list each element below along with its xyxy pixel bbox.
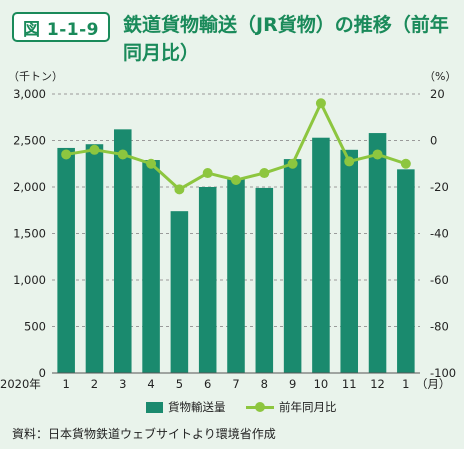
x-tick-label: 11 — [342, 377, 357, 391]
y-right-unit-label: （%） — [424, 70, 456, 83]
source-note: 資料：日本貨物鉄道ウェブサイトより環境省作成 — [12, 427, 276, 441]
x-tick-label: 10 — [314, 377, 329, 391]
x-tick-label: 3 — [119, 377, 126, 391]
y-right-tick-label: -20 — [430, 180, 449, 194]
line-point — [344, 156, 355, 167]
x-tick-label: 2 — [91, 377, 98, 391]
y-left-unit-label: （千トン） — [8, 70, 63, 83]
line-point — [400, 158, 411, 169]
figure-number-badge: 図 1-1-9 — [12, 12, 110, 42]
bar — [170, 211, 189, 373]
bar — [113, 129, 132, 373]
y-right-tick-label: -60 — [430, 273, 449, 287]
y-left-tick-label: 0 — [39, 366, 46, 380]
bar — [142, 160, 160, 373]
line-point — [202, 168, 213, 179]
legend-swatch-bar — [146, 401, 163, 413]
x-tick-label: 8 — [261, 377, 268, 391]
line-point — [259, 168, 270, 179]
x-tick-label: 12 — [370, 377, 385, 391]
bar — [255, 187, 274, 373]
x-tick-label: 1 — [402, 377, 409, 391]
y-right-tick-label: -80 — [430, 320, 449, 334]
x-tick-label: 5 — [176, 377, 183, 391]
y-left-tick-label: 1,000 — [13, 273, 46, 287]
bar — [57, 147, 75, 373]
y-left-tick-label: 2,000 — [13, 180, 46, 194]
bar — [340, 149, 359, 373]
y-left-tick-label: 3,000 — [13, 87, 46, 101]
chart-title: 鉄道貨物輸送（JR貨物）の推移（前年同月比） — [123, 14, 449, 64]
line-point — [315, 98, 326, 109]
bar — [198, 187, 217, 373]
y-right-tick-label: 0 — [430, 134, 437, 148]
bar — [85, 144, 104, 373]
legend-label-bar: 貨物輸送量 — [168, 400, 226, 414]
bar — [227, 177, 245, 373]
line-point — [287, 158, 298, 169]
x-tick-label: 4 — [147, 377, 154, 391]
x-tick-label: 1 — [62, 377, 69, 391]
legend-item-line: 前年同月比 — [246, 399, 337, 415]
line-point — [117, 149, 128, 160]
legend-label-line: 前年同月比 — [279, 400, 337, 414]
line-point — [61, 149, 72, 160]
legend-item-bar: 貨物輸送量 — [146, 399, 226, 415]
x-tick-label: 7 — [232, 377, 239, 391]
y-right-tick-label: 20 — [430, 87, 445, 101]
chart-legend: 貨物輸送量 前年同月比 — [0, 399, 464, 417]
y-left-tick-label: 500 — [24, 320, 46, 334]
bar — [368, 133, 387, 373]
y-right-tick-label: -40 — [430, 227, 449, 241]
legend-swatch-line — [246, 401, 274, 413]
y-left-tick-label: 2,500 — [13, 134, 46, 148]
line-point — [146, 158, 157, 169]
bar — [283, 159, 302, 373]
x-unit-label: （月） — [416, 377, 451, 391]
line-point — [231, 175, 241, 186]
line-point — [174, 184, 185, 195]
line-point — [89, 144, 100, 155]
y-left-tick-label: 1,500 — [13, 227, 46, 241]
bar — [397, 169, 415, 373]
x-tick-label: 6 — [204, 377, 211, 391]
line-point — [372, 149, 383, 160]
x-tick-label: 9 — [289, 377, 296, 391]
bar — [312, 137, 330, 373]
y-right-tick-label: -100 — [430, 366, 456, 380]
x-year-label: 2020年 — [0, 377, 41, 391]
